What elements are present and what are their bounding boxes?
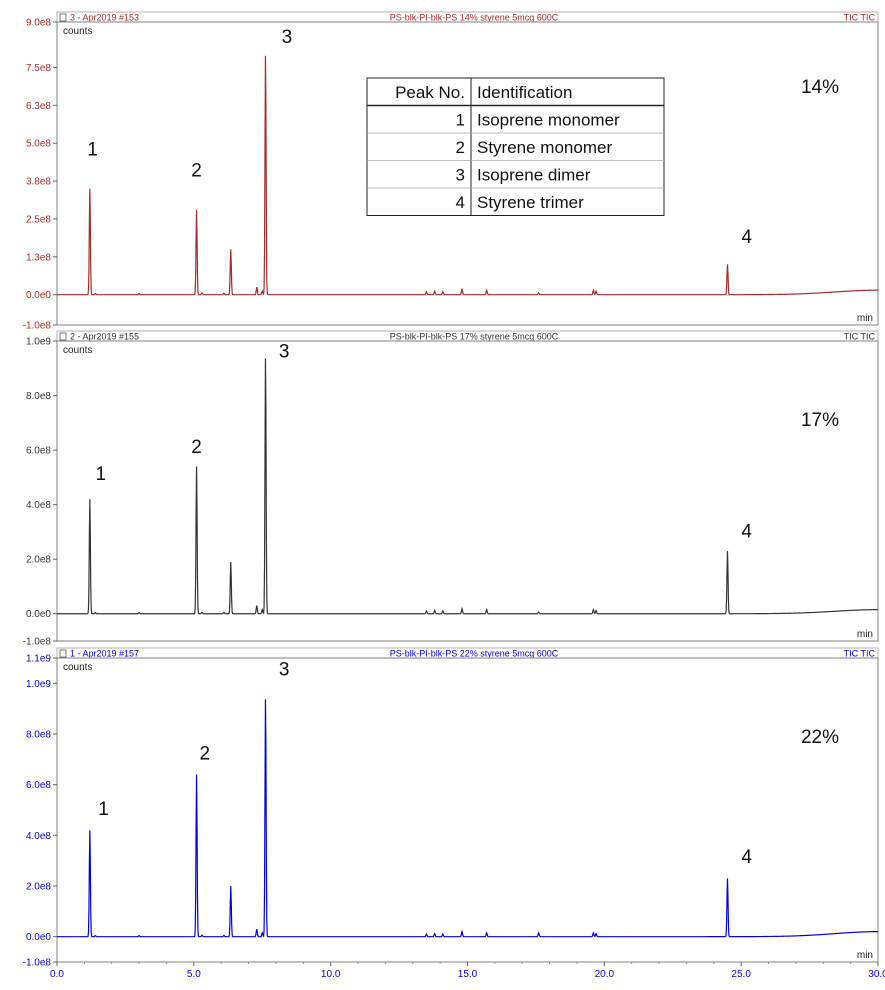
y-tick-label: 1.0e9 [26,337,51,348]
x-tick-label: 5.0 [187,969,201,980]
table-cell-peak-no: 3 [456,166,465,185]
table-cell-identification: Isoprene monomer [477,111,620,130]
y-tick-label: 8.0e8 [26,730,51,741]
chromatogram-trace [57,699,878,938]
panel-header-center: PS-blk-PI-blk-PS 14% styrene 5mcg 600C [390,13,559,23]
y-tick-label: 1.1e9 [26,654,51,665]
panel-header-right: TIC TIC [844,13,876,23]
y-tick-label: 5.0e8 [26,139,51,150]
peak-label: 3 [282,27,293,48]
chromatogram-panel: 2 - Apr2019 #155 PS-blk-PI-blk-PS 17% sty… [23,330,879,648]
x-tick-label: 0.0 [50,969,64,980]
peak-label: 1 [95,464,106,485]
x-axis-unit-label: min [857,950,873,961]
y-tick-label: 0.0e0 [26,609,51,620]
panel-header-left: 2 - Apr2019 #155 [70,332,139,342]
file-icon [59,332,67,341]
plot-frame [56,657,879,963]
y-tick-label: 1.3e8 [26,252,51,263]
y-axis-label: counts [63,26,92,37]
table-cell-peak-no: 4 [456,193,465,212]
table-cell-identification: Isoprene dimer [477,166,591,185]
panel-header-center: PS-blk-PI-blk-PS 17% styrene 5mcg 600C [390,332,559,342]
y-tick-label: 0.0e0 [26,290,51,301]
y-tick-label: 9.0e8 [26,18,51,29]
peak-label: 3 [279,341,290,362]
y-tick-label: -1.0e8 [23,637,52,648]
y-tick-label: 2.0e8 [26,555,51,566]
y-tick-label: 6.3e8 [26,101,51,112]
peak-label: 2 [191,437,202,458]
x-tick-label: 20.0 [595,969,615,980]
chromatogram-trace [57,55,879,296]
percent-label: 17% [801,410,839,431]
x-tick-label: 10.0 [321,969,341,980]
panel-header-left: 3 - Apr2019 #153 [70,13,139,23]
table-frame [366,77,665,216]
peak-label: 1 [87,139,98,160]
peak-label: 4 [741,847,752,868]
y-tick-label: -1.0e8 [23,321,52,332]
y-tick-label: 3.8e8 [26,177,51,188]
y-tick-label: 4.0e8 [26,831,51,842]
peak-label: 1 [98,799,109,820]
table-header-cell: Peak No. [395,83,465,102]
panel-header-center: PS-blk-PI-blk-PS 22% styrene 5mcg 600C [390,649,559,659]
y-tick-label: -1.0e8 [23,958,52,969]
percent-label: 14% [801,77,839,98]
y-tick-label: 1.0e9 [26,679,51,690]
y-tick-label: 0.0e0 [26,932,51,943]
panel-header-right: TIC TIC [844,332,876,342]
table-cell-peak-no: 2 [456,138,465,157]
peak-label: 2 [191,161,202,182]
x-axis-unit-label: min [857,313,873,324]
chromatogram-panel: 1 - Apr2019 #157 PS-blk-PI-blk-PS 22% sty… [23,647,879,969]
table-cell-identification: Styrene trimer [477,193,584,212]
table-cell-identification: Styrene monomer [477,138,612,157]
y-tick-label: 8.0e8 [26,391,51,402]
y-tick-label: 6.0e8 [26,446,51,457]
y-tick-label: 2.0e8 [26,882,51,893]
plot-frame [56,340,879,642]
x-tick-label: 30.0 [868,969,885,980]
file-icon [59,649,67,658]
table-header-cell: Identification [477,83,572,102]
chromatogram-trace [57,358,878,615]
peak-label: 3 [279,660,290,681]
panel-header-right: TIC TIC [844,649,876,659]
y-axis-label: counts [63,345,92,356]
peak-label: 4 [741,521,752,542]
peak-label: 4 [741,227,752,248]
y-tick-label: 6.0e8 [26,780,51,791]
x-tick-label: 15.0 [458,969,478,980]
y-tick-label: 4.0e8 [26,500,51,511]
panel-header-left: 1 - Apr2019 #157 [70,649,139,659]
y-tick-label: 7.5e8 [26,63,51,74]
x-axis-unit-label: min [857,629,873,640]
table-cell-peak-no: 1 [456,111,465,130]
percent-label: 22% [801,727,839,748]
y-tick-label: 2.5e8 [26,214,51,225]
x-tick-label: 25.0 [731,969,751,980]
y-axis-label: counts [63,662,92,673]
peak-identification-table: Peak No. Identification 1 Isoprene monomer 2… [366,77,665,216]
peak-label: 2 [199,743,210,764]
file-icon [59,13,67,22]
